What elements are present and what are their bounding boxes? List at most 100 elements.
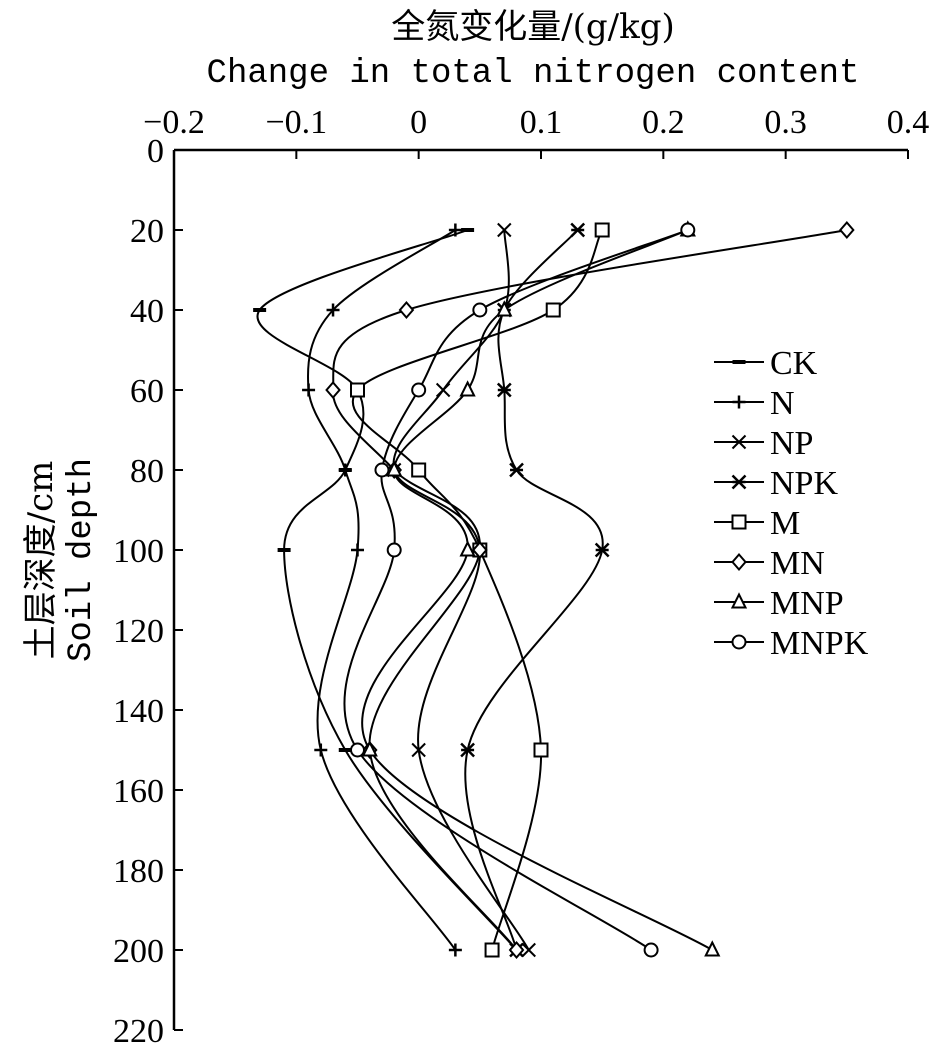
series-mnpk [343,222,696,958]
data-point-mnp [361,740,378,757]
series-m [350,222,610,958]
series-n [302,223,462,957]
y-tick-label: 140 [113,693,164,730]
y-axis-label-en: Soil depth [63,458,101,662]
y-axis-ticks: 0 20 40 60 80 100 120 140 160 180 200 220 [113,133,183,1050]
legend-label: M [770,505,800,542]
legend-item-np: NP [714,425,813,462]
data-point-mn [398,300,415,320]
y-tick-label: 20 [130,213,164,250]
legend-label: NPK [770,465,838,502]
data-point-mnpk [680,222,696,238]
legend-item-mnp: MNP [714,585,844,622]
data-point-mnp [704,940,721,957]
legend-label: N [770,385,795,422]
y-tick-label: 80 [130,453,164,490]
data-point-npk [594,542,610,558]
data-point-npk [509,462,524,478]
data-point-npk [460,742,475,758]
data-point-mnp [459,540,476,557]
data-point-mn [839,220,855,240]
x-tick-label: 0.3 [764,104,807,141]
x-tick-label: 0 [410,104,427,141]
y-tick-label: 100 [113,533,164,570]
data-point-mnpk [386,542,402,558]
y-tick-label: 0 [147,133,164,170]
data-point-m [533,742,549,758]
chart-title-en: Change in total nitrogen content [207,55,860,93]
legend-marker-np [731,434,747,450]
series-line-mnp [361,229,713,951]
data-point-n [338,463,352,477]
series-line-ck [256,229,518,951]
data-point-m [411,462,427,478]
data-point-m [350,382,365,398]
legend-marker-mnp [730,592,748,609]
x-axis-ticks: −0.2 −0.1 0 0.1 0.2 0.3 0.4 [143,104,929,159]
data-point-mnpk [350,742,365,758]
series-layer [253,220,855,960]
data-point-np [521,942,536,958]
legend-label: MNP [770,585,844,622]
data-point-mnpk [643,942,659,958]
data-point-mnpk [411,382,427,398]
y-axis-label-cn: 土层深度/cm [21,461,61,660]
data-point-m [484,942,500,958]
legend-label: CK [770,345,818,382]
data-point-mnp [386,460,403,477]
legend-item-npk: NPK [714,465,838,502]
legend-item-mnpk: MNPK [714,625,869,662]
x-tick-label: 0.1 [520,104,563,141]
data-point-np [435,382,451,398]
data-point-n [302,383,316,397]
data-point-npk [496,382,512,398]
data-point-mnp [496,300,513,317]
y-tick-label: 180 [113,853,164,890]
series-line-np [392,229,530,951]
x-tick-label: 0.4 [887,104,930,141]
legend-item-ck: CK [714,345,818,382]
data-point-np [497,222,512,238]
y-tick-label: 120 [113,613,164,650]
legend-item-mn: MN [714,545,825,582]
data-point-mn [472,540,488,560]
data-point-m [545,302,561,318]
legend-marker-npk [731,474,747,490]
y-tick-label: 200 [113,933,164,970]
y-axis-title: 土层深度/cm Soil depth [21,458,101,662]
data-point-n [351,543,364,557]
y-tick-label: 220 [113,1013,164,1050]
y-tick-label: 60 [130,373,164,410]
legend-label: NP [770,425,813,462]
data-point-m [594,222,610,238]
data-point-n [326,303,340,317]
data-point-mn [325,380,341,400]
data-point-np [411,742,426,758]
series-line-mnpk [343,229,689,951]
series-mnp [361,220,721,957]
data-point-mnpk [374,462,390,478]
x-tick-label: 0.2 [642,104,685,141]
y-tick-label: 160 [113,773,164,810]
data-point-mnpk [472,302,488,318]
legend-marker-mn [731,552,747,572]
legend-item-m: M [714,505,800,542]
chart-title-cn: 全氮变化量/(g/kg) [391,7,675,47]
data-point-n [448,943,462,957]
y-tick-label: 40 [130,293,164,330]
data-point-mnp [459,380,476,397]
x-tick-label: −0.2 [143,104,205,141]
data-point-npk [570,222,586,238]
x-tick-label: −0.1 [265,104,327,141]
legend-marker-n [732,395,746,409]
legend-marker-mnpk [731,634,747,650]
legend-label: MNPK [770,625,869,662]
data-point-n [448,223,462,237]
legend-item-n: N [714,385,795,422]
data-point-n [314,743,328,757]
legend-label: MN [770,545,825,582]
data-point-mn [508,940,525,960]
legend-marker-m [731,514,747,530]
